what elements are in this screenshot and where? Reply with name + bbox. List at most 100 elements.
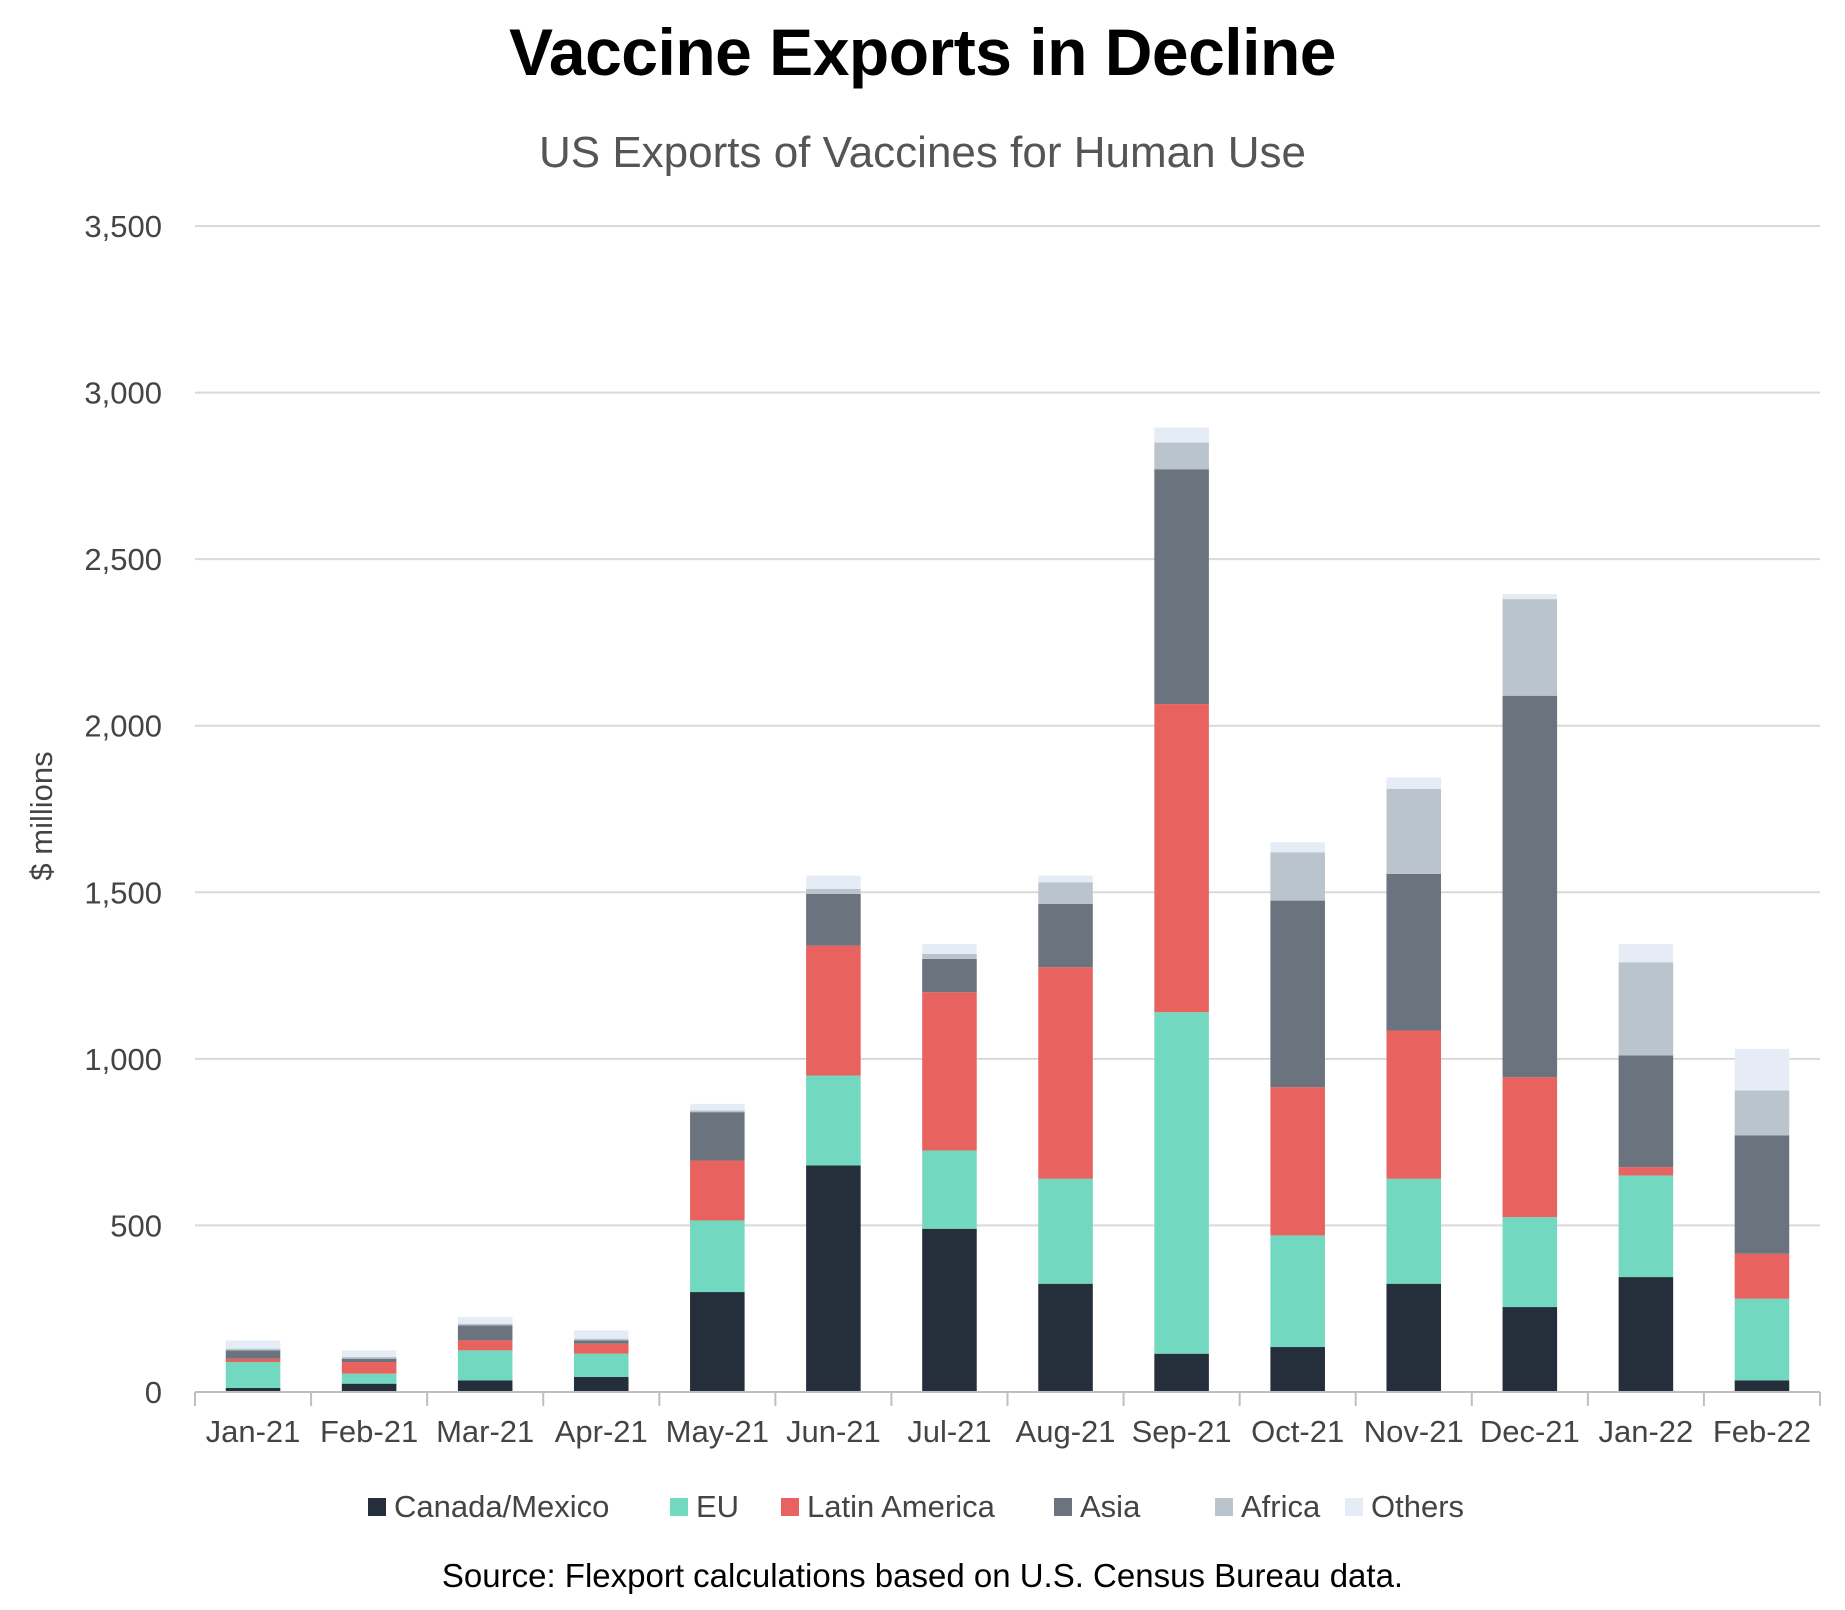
bar-segment — [573, 1353, 629, 1378]
bar-segment — [1038, 1283, 1093, 1392]
bar-segment — [573, 1340, 629, 1344]
bar-segment — [1270, 852, 1325, 901]
bar-segment — [341, 1358, 397, 1363]
legend-swatch — [1215, 1498, 1233, 1516]
bar-segment — [1270, 1347, 1325, 1392]
legend-label: Asia — [1080, 1489, 1141, 1524]
bar-segment — [225, 1358, 281, 1363]
grid-lines — [195, 225, 1820, 1227]
y-axis-label: $ millions — [24, 751, 59, 880]
legend-item: Africa — [1215, 1489, 1321, 1524]
bar-segment — [1618, 943, 1674, 963]
bar-segment — [1734, 1253, 1790, 1299]
bar-segment — [806, 875, 861, 889]
bar-segment — [1618, 1277, 1674, 1392]
bar-segment — [1618, 962, 1674, 1056]
bar-segment — [1270, 1235, 1325, 1348]
bar-segment — [457, 1325, 513, 1341]
y-tick-label: 3,500 — [84, 209, 162, 244]
x-tick-label: Oct-21 — [1251, 1414, 1344, 1449]
bar-segment — [1154, 442, 1209, 470]
x-tick-label: Jan-22 — [1598, 1414, 1693, 1449]
x-tick-label: Jul-21 — [907, 1414, 991, 1449]
chart-source: Source: Flexport calculations based on U… — [441, 1557, 1404, 1594]
bar-segment — [690, 1112, 745, 1161]
bar-segment — [922, 953, 977, 959]
legend-label: Others — [1371, 1489, 1464, 1524]
bar-segment — [1154, 1012, 1209, 1354]
bar-segment — [225, 1362, 281, 1389]
bar-segment — [806, 1165, 861, 1392]
bar-segment — [922, 943, 977, 954]
bar-segment — [573, 1338, 629, 1341]
legend-swatch — [670, 1498, 688, 1516]
x-axis: Jan-21 Feb-21 Mar-21 Apr-21 May-21 Jun-21 Jul-… — [194, 1391, 1821, 1449]
bar-segment — [806, 893, 861, 946]
bar-segment — [922, 1228, 977, 1392]
bar-segment — [1502, 594, 1558, 600]
y-tick-label: 0 — [145, 1375, 162, 1410]
bar-segment — [922, 958, 977, 993]
bar-segment — [1038, 875, 1093, 883]
x-tick-label: Jun-21 — [786, 1414, 881, 1449]
bar-segment — [1154, 469, 1209, 705]
y-tick-label: 500 — [110, 1208, 162, 1243]
legend-label: Canada/Mexico — [394, 1489, 609, 1524]
bar-segment — [690, 1220, 745, 1293]
x-tick-label: Apr-21 — [555, 1414, 648, 1449]
legend-swatch — [781, 1498, 799, 1516]
legend: Canada/Mexico EU Latin America Asia Africa Ot… — [368, 1489, 1464, 1524]
bar-segment — [341, 1357, 397, 1359]
bar-segment — [1038, 882, 1093, 904]
bar-segment — [1734, 1298, 1790, 1381]
bar-segment — [225, 1340, 281, 1349]
bar-segment — [341, 1373, 397, 1384]
bar-segment — [225, 1350, 281, 1359]
bar-segment — [806, 945, 861, 1076]
x-tick-label: Nov-21 — [1364, 1414, 1464, 1449]
y-axis-ticks: 0 500 1,000 1,500 2,000 2,500 3,000 3,500 — [84, 209, 162, 1410]
bar-segment — [1270, 842, 1325, 853]
bar-segment — [1038, 903, 1093, 968]
bar-segment — [341, 1362, 397, 1374]
bar-segment — [1386, 873, 1442, 1031]
x-tick-label: May-21 — [666, 1414, 769, 1449]
legend-swatch — [1345, 1498, 1363, 1516]
bar-segment — [1154, 1353, 1209, 1392]
bar-segment — [690, 1160, 745, 1221]
bar-segment — [806, 888, 861, 894]
x-tick-label: Mar-21 — [436, 1414, 534, 1449]
y-tick-label: 1,500 — [84, 875, 162, 910]
legend-label: EU — [696, 1489, 739, 1524]
y-tick-label: 2,500 — [84, 542, 162, 577]
x-tick-label: Feb-21 — [320, 1414, 418, 1449]
bar-segment — [1502, 1307, 1558, 1392]
legend-item: Others — [1345, 1489, 1464, 1524]
bar-segment — [225, 1348, 281, 1351]
legend-item: Asia — [1054, 1489, 1141, 1524]
bar-segment — [1386, 1283, 1442, 1392]
bar-segment — [1618, 1055, 1674, 1168]
bar-segment — [1038, 967, 1093, 1179]
bar-segment — [690, 1110, 745, 1113]
chart-title: Vaccine Exports in Decline — [508, 15, 1337, 89]
bar-segment — [1734, 1135, 1790, 1254]
bar-segment — [922, 1150, 977, 1229]
bar-segment — [1502, 695, 1558, 1078]
legend-item: Canada/Mexico — [368, 1489, 609, 1524]
bar-segment — [457, 1380, 513, 1392]
bar-segment — [225, 1388, 281, 1392]
y-tick-label: 3,000 — [84, 376, 162, 411]
chart-subtitle: US Exports of Vaccines for Human Use — [538, 128, 1307, 177]
bar-segment — [1270, 900, 1325, 1088]
x-tick-label: Aug-21 — [1016, 1414, 1116, 1449]
bar-segment — [690, 1292, 745, 1392]
bar-segment — [573, 1377, 629, 1392]
bar-segment — [1502, 599, 1558, 696]
legend-item: EU — [670, 1489, 739, 1524]
bar-segment — [1038, 1178, 1093, 1284]
bar-segment — [457, 1323, 513, 1326]
bar-segment — [1154, 704, 1209, 1013]
bar-segment — [1154, 427, 1209, 443]
bar-segment — [341, 1350, 397, 1358]
